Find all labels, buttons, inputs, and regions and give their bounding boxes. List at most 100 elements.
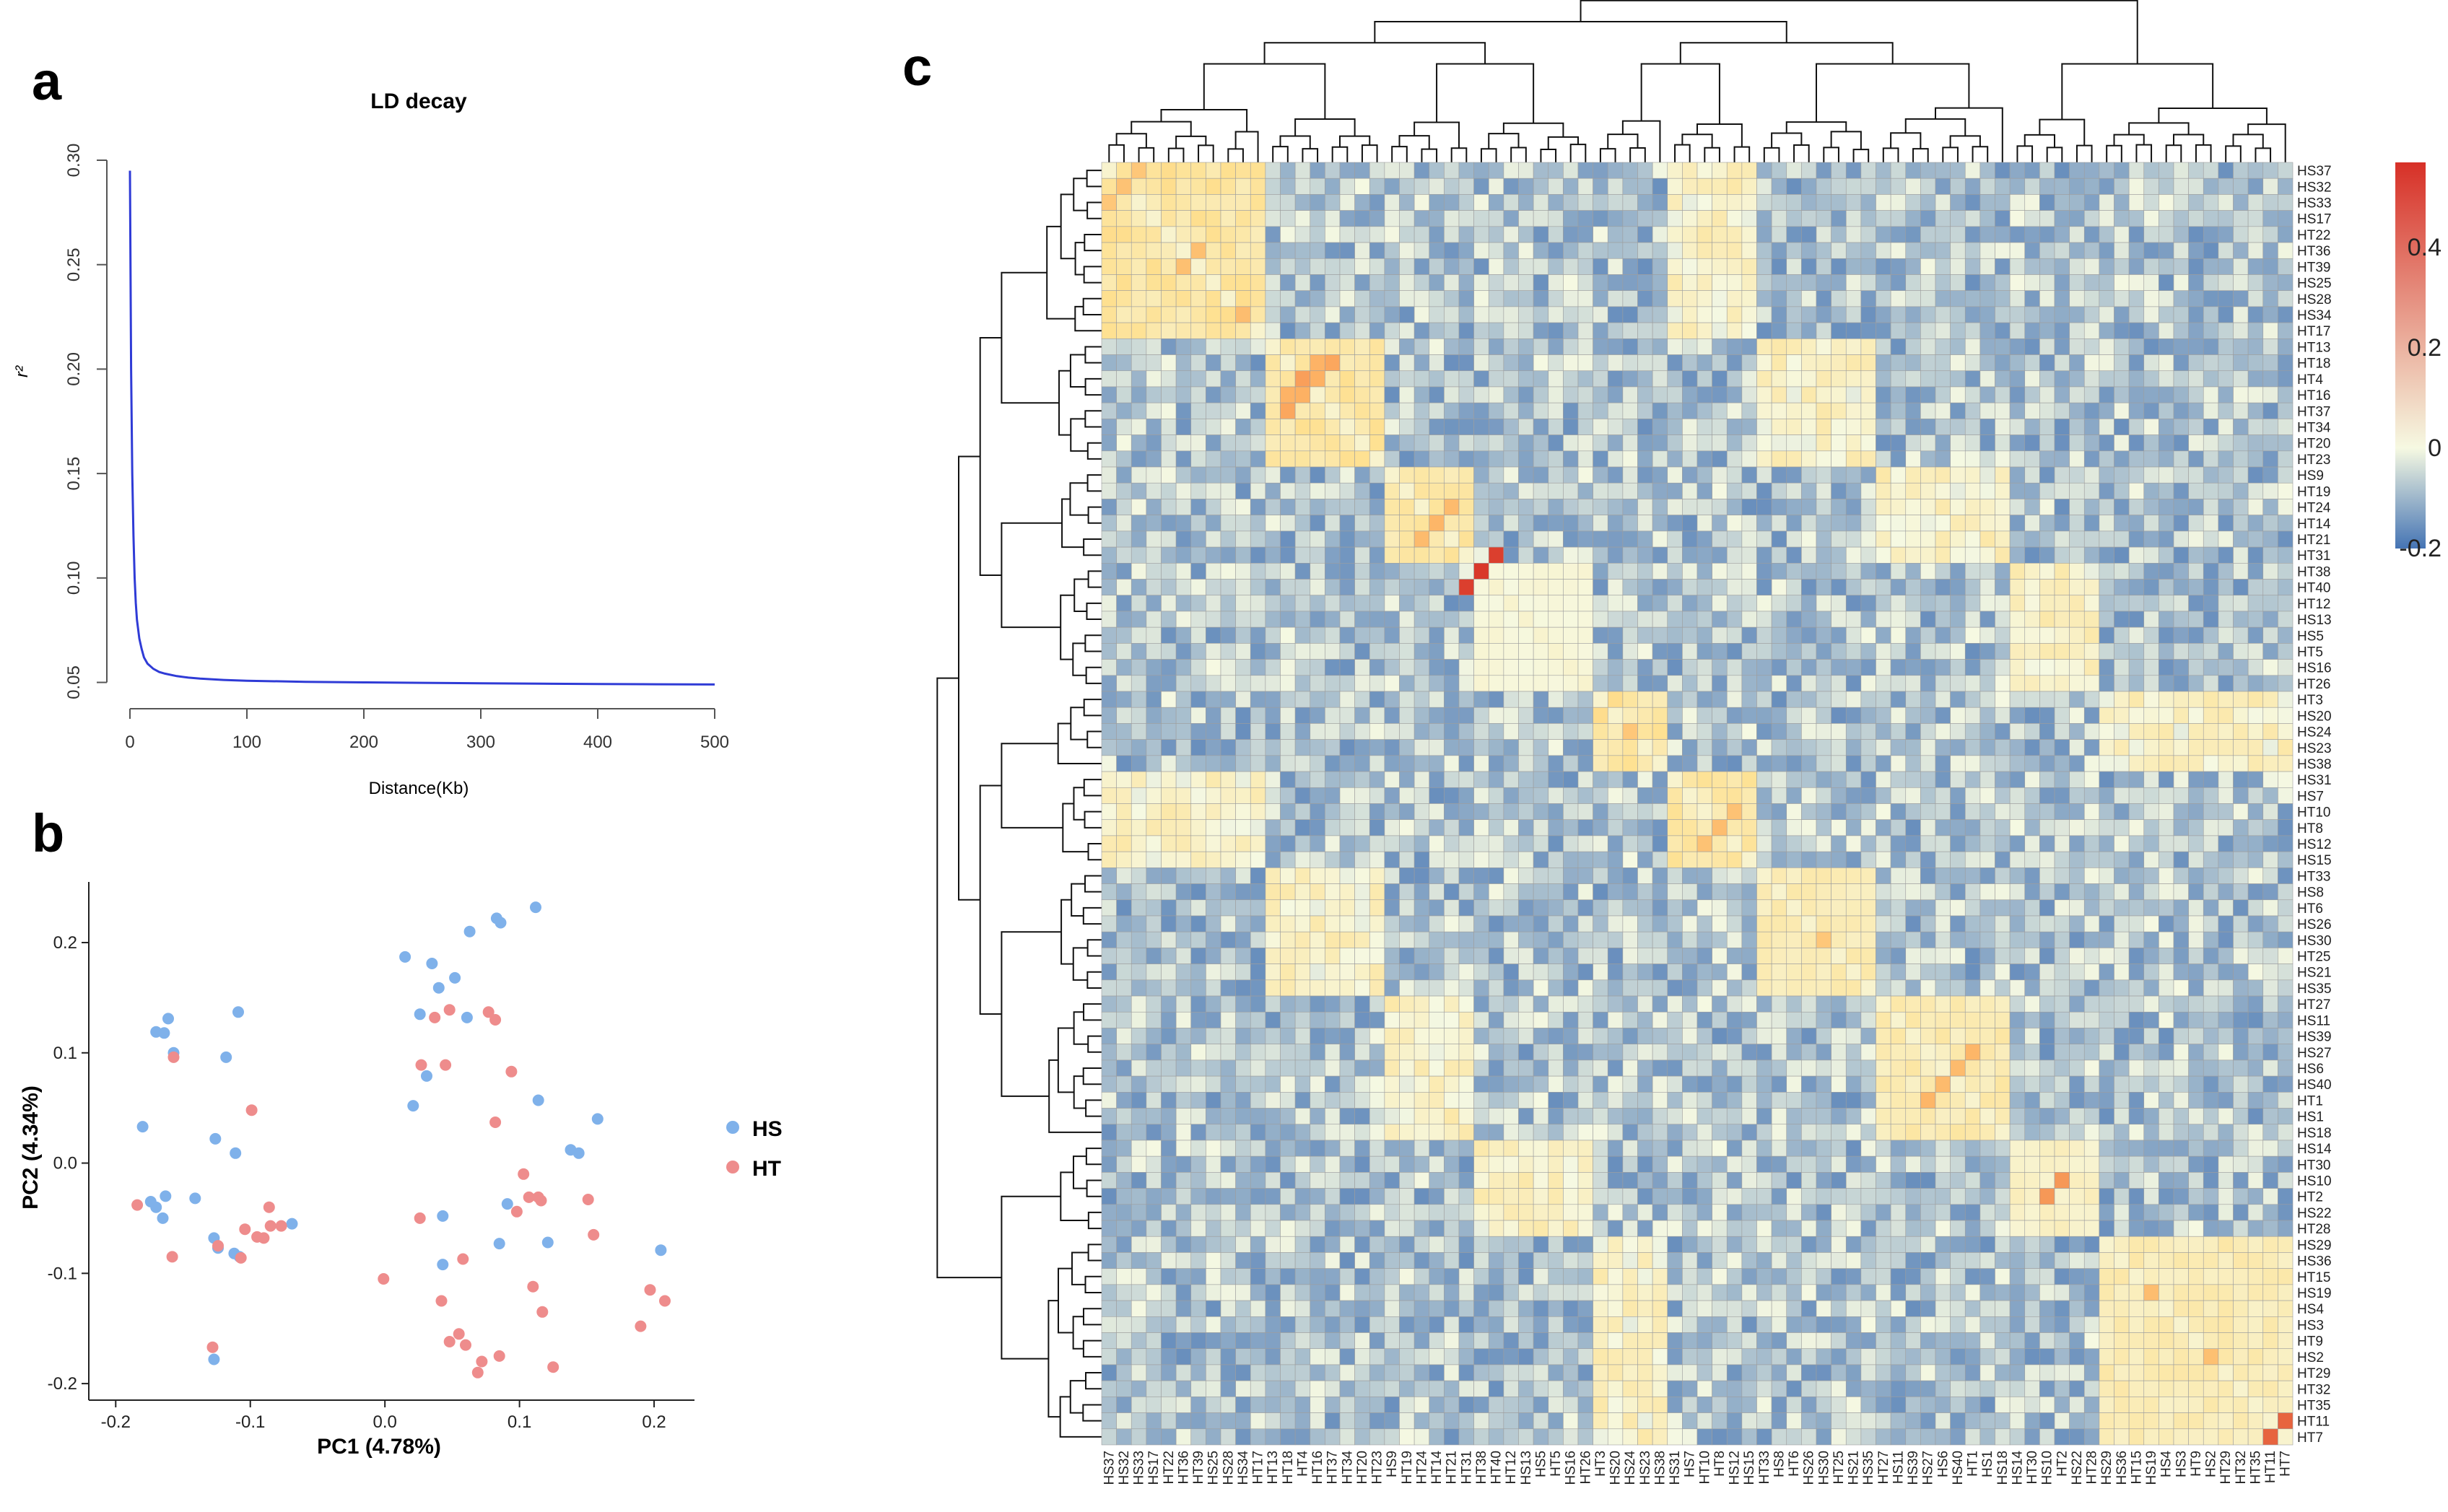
heatmap-cell — [1741, 482, 1757, 499]
heatmap-cell — [1548, 915, 1564, 932]
heatmap-cell — [1756, 178, 1772, 195]
heatmap-cell — [2083, 274, 2100, 291]
heatmap-cell — [1950, 691, 1966, 708]
dendrogram-branch — [1082, 297, 1102, 316]
heatmap-cell — [2278, 274, 2294, 291]
heatmap-cell — [1220, 563, 1236, 580]
heatmap-cell — [1429, 402, 1445, 419]
heatmap-cell — [2173, 258, 2189, 275]
heatmap-cell — [1876, 948, 1891, 964]
heatmap-cell — [1682, 979, 1698, 997]
heatmap-cell — [1652, 659, 1668, 676]
heatmap-cell — [1146, 1075, 1162, 1093]
heatmap-cell — [1146, 546, 1162, 564]
heatmap-cell — [1146, 419, 1162, 435]
heatmap-cell — [2262, 611, 2278, 628]
heatmap-cell — [1845, 803, 1862, 821]
heatmap-cell — [1206, 1059, 1221, 1077]
heatmap-cell — [1280, 306, 1296, 323]
heatmap-cell — [1250, 338, 1266, 355]
heatmap-cell — [2024, 803, 2040, 821]
heatmap-cell — [1756, 1044, 1772, 1061]
heatmap-cell — [1726, 739, 1743, 756]
heatmap-cell — [1890, 386, 1907, 403]
heatmap-cell — [1726, 210, 1743, 227]
heatmap-cell — [1607, 948, 1624, 964]
heatmap-cell — [1801, 306, 1817, 323]
heatmap-cell — [2159, 611, 2174, 628]
heatmap-cell — [2128, 963, 2145, 981]
heatmap-cell — [2114, 1044, 2130, 1061]
heatmap-cell — [1831, 868, 1847, 884]
heatmap-cell — [2203, 963, 2219, 981]
dendrogram-branch — [1607, 134, 1639, 149]
heatmap-cell — [1786, 659, 1802, 676]
heatmap-cell — [1876, 963, 1891, 981]
heatmap-cell — [1518, 450, 1534, 468]
heatmap-cell — [2039, 178, 2055, 195]
heatmap-cell — [1816, 579, 1831, 596]
heatmap-cell — [1964, 162, 1981, 179]
heatmap-cell — [1458, 963, 1474, 981]
heatmap-cell — [1905, 194, 1921, 211]
heatmap-cell — [1250, 530, 1266, 548]
heatmap-cell — [1310, 626, 1325, 644]
heatmap-cell — [1652, 162, 1668, 179]
heatmap-cell — [1339, 162, 1355, 179]
heatmap-cell — [2128, 691, 2145, 708]
heatmap-cell — [1429, 322, 1445, 339]
heatmap-cell — [2233, 1044, 2249, 1061]
heatmap-cell — [1652, 883, 1668, 901]
heatmap-cell — [1101, 162, 1117, 179]
heatmap-cell — [1771, 434, 1787, 452]
heatmap-cell — [1414, 194, 1430, 211]
heatmap-cell — [1339, 691, 1355, 708]
heatmap-cell — [1682, 546, 1698, 564]
heatmap-cell — [1905, 899, 1921, 917]
heatmap-cell — [1339, 1059, 1355, 1077]
heatmap-cell — [1384, 948, 1400, 964]
heatmap-cell — [1458, 402, 1474, 419]
heatmap-cell — [1756, 948, 1772, 964]
heatmap-cell — [1548, 258, 1564, 275]
heatmap-cell — [1339, 338, 1355, 355]
heatmap-cell — [1652, 948, 1668, 964]
heatmap-cell — [1607, 995, 1624, 1013]
heatmap-cell — [1801, 450, 1817, 468]
heatmap-cell — [1206, 1028, 1221, 1044]
heatmap-cell — [1667, 626, 1683, 644]
heatmap-cell — [1265, 899, 1281, 917]
heatmap-cell — [1637, 626, 1653, 644]
heatmap-cell — [1488, 322, 1504, 339]
heatmap-cell — [1339, 755, 1355, 772]
heatmap-cell — [1771, 755, 1787, 772]
heatmap-cell — [1473, 868, 1489, 884]
heatmap-cell — [1950, 402, 1966, 419]
heatmap-cell — [1890, 979, 1907, 997]
heatmap-cell — [1131, 899, 1147, 917]
dendrogram-branch — [2247, 123, 2286, 162]
heatmap-cell — [2039, 322, 2055, 339]
heatmap-cell — [1429, 306, 1445, 323]
heatmap-cell — [1712, 402, 1728, 419]
pca-y-axis-label: PC2 (4.34%) — [19, 1085, 43, 1210]
heatmap-cell — [2099, 979, 2114, 997]
heatmap-cell — [1979, 1011, 1995, 1028]
heatmap-cell — [1593, 258, 1608, 275]
heatmap-cell — [1652, 322, 1668, 339]
heatmap-cell — [2083, 868, 2100, 884]
heatmap-cell — [1876, 643, 1891, 660]
heatmap-cell — [1146, 210, 1162, 227]
heatmap-cell — [2024, 931, 2040, 948]
heatmap-cell — [1607, 274, 1624, 291]
heatmap-cell — [1131, 995, 1147, 1013]
heatmap-cell — [1593, 755, 1608, 772]
heatmap-cell — [1175, 1059, 1192, 1077]
heatmap-cell — [1876, 868, 1891, 884]
heatmap-cell — [2233, 803, 2249, 821]
heatmap-cell — [2159, 563, 2174, 580]
heatmap-cell — [1414, 995, 1430, 1013]
heatmap-cell — [2069, 787, 2085, 804]
heatmap-cell — [1756, 258, 1772, 275]
heatmap-cell — [1429, 626, 1445, 644]
